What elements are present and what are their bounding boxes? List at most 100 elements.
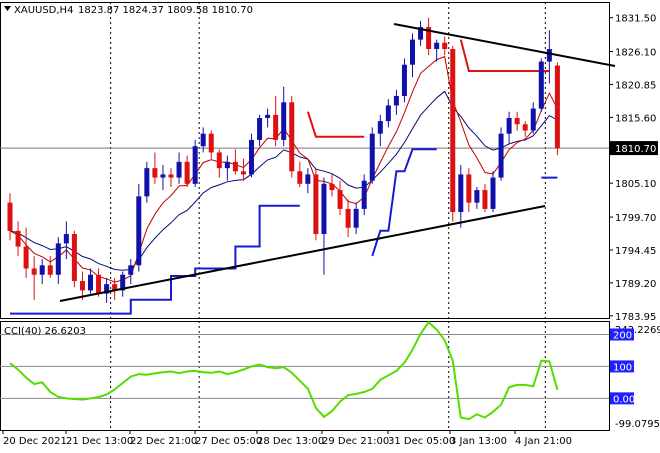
- candle-body: [249, 139, 254, 175]
- price-axis-label: 1820.85: [615, 80, 656, 91]
- candle-body: [361, 180, 367, 209]
- time-axis-label: 31 Dec 05:00: [388, 436, 455, 447]
- price-axis-label: 1831.50: [615, 14, 656, 25]
- indicator-label: CCI(40) 26.6203: [4, 326, 86, 337]
- candle-body: [79, 281, 85, 291]
- candle-body: [297, 171, 303, 184]
- current-price-value: 1810.70: [615, 144, 656, 155]
- candle-body: [224, 161, 230, 169]
- candle-body: [514, 117, 520, 125]
- time-axis-label: 28 Dec 13:00: [257, 436, 324, 447]
- price-axis-label: 1783.95: [615, 312, 656, 323]
- candle-body: [23, 246, 29, 269]
- candle-body: [482, 190, 488, 209]
- trailing-stop-blue: [10, 204, 300, 315]
- candle-body: [184, 161, 190, 184]
- candle-body: [55, 243, 61, 275]
- candle-body: [31, 268, 37, 275]
- trailing-stop-red: [459, 39, 550, 72]
- candle-body: [281, 102, 287, 140]
- candle-body: [546, 49, 552, 62]
- candle-body: [96, 274, 102, 294]
- candle-body: [257, 117, 263, 140]
- cci-scale-top: 242.2269: [615, 325, 660, 336]
- cci-level-tag: [610, 328, 634, 341]
- triangle-down-icon[interactable]: [4, 6, 11, 11]
- candle-body: [474, 190, 480, 203]
- cci-line: [9, 320, 559, 421]
- cci-level-label: 200: [613, 330, 632, 341]
- price-axis-label: 1799.70: [615, 213, 656, 224]
- candle-body: [39, 265, 45, 275]
- support-trendline[interactable]: [59, 205, 546, 302]
- price-panel-frame: [0, 2, 610, 319]
- candle-body: [538, 61, 544, 109]
- candle-body: [490, 177, 496, 209]
- candle-body: [321, 183, 327, 234]
- candle-body: [289, 102, 295, 172]
- candle-body: [120, 274, 126, 291]
- slow-moving-average: [9, 90, 558, 271]
- candle-body: [410, 39, 415, 65]
- time-axis-label: 21 Dec 13:00: [66, 436, 133, 447]
- candle-body: [208, 133, 214, 153]
- candle-body: [305, 174, 311, 184]
- candle-body: [401, 64, 407, 97]
- candle-body: [216, 152, 222, 169]
- time-axis-label: 29 Dec 21:00: [322, 436, 389, 447]
- candle-body: [7, 202, 13, 231]
- candle-body: [192, 146, 198, 184]
- trailing-stop-blue: [371, 148, 437, 257]
- candle-body: [15, 230, 21, 247]
- candle-body: [104, 284, 110, 294]
- candle-body: [168, 174, 174, 178]
- candle-body: [385, 105, 391, 122]
- candle-body: [458, 174, 464, 213]
- candle-body: [232, 161, 238, 172]
- time-axis-label: 20 Dec 2021: [3, 436, 67, 447]
- candle-body: [337, 190, 343, 209]
- cci-scale-bottom: -99.0795: [615, 419, 660, 430]
- time-axis-label: 27 Dec 05:00: [195, 436, 262, 447]
- time-axis-label: 4 Jan 21:00: [515, 436, 572, 447]
- cci-level-tag: [610, 360, 634, 373]
- price-axis-label: 1789.20: [615, 279, 656, 290]
- candle-body: [136, 196, 142, 266]
- candle-body: [152, 168, 158, 178]
- candle-body: [506, 117, 512, 134]
- candle-body: [128, 265, 134, 275]
- candle-body: [522, 124, 528, 131]
- ohlc-readout: 1823.87 1824.37 1809.58 1810.70: [78, 5, 253, 16]
- candle-body: [63, 233, 69, 244]
- candle-body: [353, 208, 359, 228]
- price-axis-label: 1805.10: [615, 179, 656, 190]
- candle-body: [71, 233, 77, 282]
- symbol-label: XAUUSD,H4: [14, 5, 73, 16]
- candle-body: [313, 174, 319, 234]
- candle-body: [554, 65, 560, 149]
- candle-body: [329, 183, 335, 191]
- candle-body: [369, 133, 375, 181]
- price-axis-label: 1826.10: [615, 48, 656, 59]
- candle-body: [426, 27, 432, 50]
- candle-body: [265, 114, 271, 118]
- candle-body: [200, 133, 206, 147]
- candle-body: [466, 174, 472, 203]
- price-axis-label: 1794.45: [615, 246, 656, 257]
- trailing-stop-red: [306, 111, 365, 138]
- resistance-trendline[interactable]: [393, 23, 616, 67]
- indicator-panel-frame: [0, 321, 610, 431]
- candle-body: [88, 274, 93, 291]
- candle-body: [442, 42, 448, 50]
- candle-body: [450, 49, 456, 213]
- cci-level-tag: [610, 392, 634, 405]
- candle-body: [345, 208, 351, 228]
- candle-body: [530, 108, 536, 131]
- price-axis-label: 1815.60: [615, 113, 656, 124]
- candle-body: [498, 133, 504, 178]
- candle-body: [112, 284, 118, 291]
- current-price-tag: [610, 141, 658, 156]
- candle-body: [144, 168, 150, 197]
